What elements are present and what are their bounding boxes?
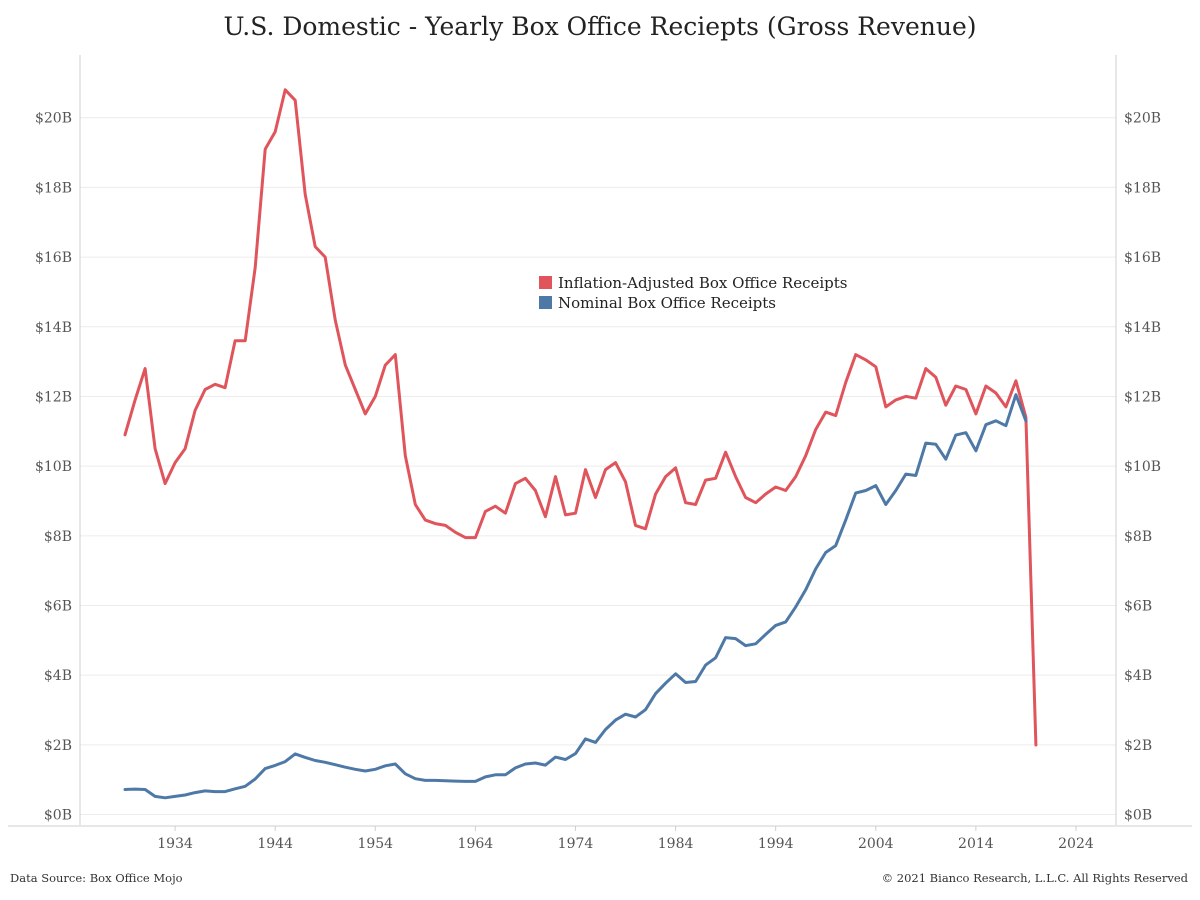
series-line-inflation-adjusted: [123, 88, 1038, 747]
y-tick-label-left: $18B: [35, 180, 72, 196]
legend-label: Inflation-Adjusted Box Office Receipts: [558, 274, 848, 292]
y-tick-label-left: $4B: [44, 668, 72, 684]
x-tick-label: 1964: [458, 836, 494, 852]
x-tick-label: 2004: [858, 836, 894, 852]
y-tick-label-right: $16B: [1124, 250, 1161, 266]
x-tick-label: 2024: [1058, 836, 1094, 852]
y-tick-label-right: $4B: [1124, 668, 1152, 684]
copyright-note: © 2021 Bianco Research, L.L.C. All Right…: [881, 871, 1188, 885]
x-tick-label: 1944: [257, 836, 293, 852]
y-tick-label-left: $6B: [44, 598, 72, 614]
y-tick-label-left: $12B: [35, 389, 72, 405]
legend: Inflation-Adjusted Box Office Receipts No…: [539, 274, 848, 312]
chart-title: U.S. Domestic - Yearly Box Office Reciep…: [223, 12, 977, 41]
y-tick-label-right: $0B: [1124, 808, 1152, 824]
axes: [8, 55, 1192, 827]
x-tick-label: 1934: [157, 836, 193, 852]
series-lines: [123, 88, 1038, 800]
legend-label: Nominal Box Office Receipts: [558, 294, 776, 312]
y-axis-right-ticks: $0B $2B $4B $6B $8B $10B $12B $14B $16B $18B $20B: [1124, 111, 1161, 824]
y-tick-label-right: $12B: [1124, 389, 1161, 405]
y-tick-label-right: $6B: [1124, 598, 1152, 614]
series-line-nominal: [123, 393, 1028, 800]
x-axis-ticks: 1934 1944 1954 1964 1974 1984 1994 2004 2014 2024: [157, 826, 1094, 852]
y-tick-label-left: $8B: [44, 529, 72, 545]
x-tick-label: 1984: [658, 836, 694, 852]
y-tick-label-left: $14B: [35, 320, 72, 336]
y-tick-label-right: $20B: [1124, 111, 1161, 127]
gridlines: [80, 117, 1116, 816]
y-tick-label-left: $2B: [44, 738, 72, 754]
x-tick-label: 1974: [558, 836, 594, 852]
x-tick-label: 1994: [758, 836, 794, 852]
y-tick-label-right: $8B: [1124, 529, 1152, 545]
y-tick-label-right: $14B: [1124, 320, 1161, 336]
x-tick-label: 1954: [357, 836, 393, 852]
y-tick-label-left: $20B: [35, 111, 72, 127]
y-axis-left-ticks: $0B $2B $4B $6B $8B $10B $12B $14B $16B $18B $20B: [35, 111, 72, 824]
y-tick-label-left: $0B: [44, 808, 72, 824]
legend-swatch: [539, 296, 552, 309]
y-tick-label-left: $10B: [35, 459, 72, 475]
x-tick-label: 2014: [958, 836, 994, 852]
y-tick-label-right: $2B: [1124, 738, 1152, 754]
data-source-note: Data Source: Box Office Mojo: [10, 871, 183, 885]
y-tick-label-right: $10B: [1124, 459, 1161, 475]
y-tick-label-right: $18B: [1124, 180, 1161, 196]
y-tick-label-left: $16B: [35, 250, 72, 266]
legend-swatch: [539, 276, 552, 289]
